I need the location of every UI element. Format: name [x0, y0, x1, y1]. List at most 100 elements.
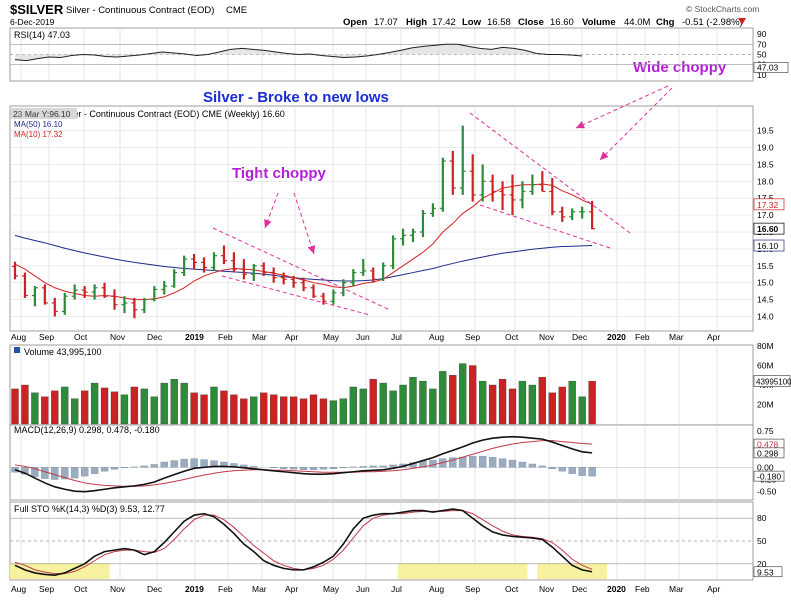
price-tick-label: 18.0 [757, 176, 774, 186]
volume-bar [390, 391, 397, 424]
sto-month-label: 2019 [185, 584, 204, 594]
sto-month-label: Aug [429, 584, 444, 594]
price-tick-label: 19.5 [757, 126, 774, 136]
ma10-label: MA(10) 17.32 [14, 130, 63, 139]
macd-histogram-bar [141, 466, 148, 467]
macd-histogram-bar [81, 467, 88, 476]
price-tick-label: 19.0 [757, 143, 774, 153]
macd-title: MACD(12,26,9) 0.298, 0.478, -0.180 [14, 425, 160, 435]
volume-bar [589, 381, 596, 424]
price-tick-label: 14.5 [757, 295, 774, 305]
price-month-label: Aug [429, 332, 444, 342]
macd-histogram-bar [479, 456, 486, 467]
macd-last-label: -0.180 [757, 472, 781, 482]
macd-histogram-bar [181, 459, 188, 467]
open-label: Open [343, 17, 367, 28]
macd-histogram-bar [509, 460, 516, 467]
price-month-label: 2020 [607, 332, 626, 342]
rsi-last-label: 47.03 [757, 63, 779, 73]
volume-label: Volume [582, 17, 616, 28]
price-month-label: Oct [74, 332, 88, 342]
volume-bar [250, 397, 257, 424]
volume-title: Volume 43,995,100 [24, 347, 102, 357]
macd-histogram-bar [579, 467, 586, 475]
macd-histogram-bar [101, 467, 108, 471]
macd-last-label: 0.298 [757, 448, 779, 458]
volume-bar [220, 391, 227, 424]
volume-bar [240, 399, 247, 424]
sto-highlight [398, 563, 527, 579]
close-value: 16.60 [550, 17, 574, 28]
volume-bar [71, 399, 78, 424]
macd-histogram-bar [429, 460, 436, 467]
volume-bar [310, 395, 317, 424]
volume-bar [181, 383, 188, 424]
macd-tick-label: 0.75 [757, 426, 774, 436]
sto-last-label: 9.53 [757, 567, 774, 577]
volume-bar [340, 399, 347, 424]
exchange: CME [226, 5, 247, 16]
volume-bar [489, 385, 496, 424]
sto-month-label: Feb [218, 584, 233, 594]
low-value: 16.58 [487, 17, 511, 28]
ohlc-readout: Open 17.07 High 17.42 Low 16.58 Close 16… [343, 17, 743, 28]
sto-month-label: Jun [356, 584, 370, 594]
sto-tick-label: 80 [757, 513, 767, 523]
volume-bar [51, 391, 58, 424]
sto-month-label: Oct [74, 584, 88, 594]
macd-histogram-bar [499, 459, 506, 468]
volume-bar [360, 389, 367, 424]
tight-annotation: Tight choppy [232, 165, 327, 182]
volume-bar [61, 387, 68, 424]
volume-bar [419, 381, 426, 424]
instrument-name: Silver - Continuous Contract (EOD) [66, 5, 214, 16]
volume-bar [579, 397, 586, 424]
macd-histogram-bar [569, 467, 576, 473]
macd-histogram-bar [519, 462, 526, 467]
rsi-tick-label: 90 [757, 29, 767, 39]
volume-bar [131, 387, 138, 424]
macd-histogram-bar [280, 467, 287, 468]
volume-bar [509, 389, 516, 424]
price-month-label: Aug [11, 332, 26, 342]
volume-bar [151, 397, 158, 424]
tooltip-text: 23 Mar Y:96.10 [13, 109, 71, 119]
volume-last-label: 43995100 [756, 378, 791, 387]
high-value: 17.42 [432, 17, 456, 28]
volume-bar [81, 391, 88, 424]
price-month-label: 2019 [185, 332, 204, 342]
sto-title: Full STO %K(14,3) %D(3) 9.53, 12.77 [14, 504, 165, 514]
volume-bar [91, 383, 98, 424]
volume-bar [121, 395, 128, 424]
volume-bar [280, 397, 287, 424]
price-month-label: Sep [465, 332, 480, 342]
volume-bar [549, 393, 556, 424]
symbol: $SILVER [10, 2, 64, 17]
volume-bar [141, 389, 148, 424]
wide-annotation: Wide choppy [633, 59, 727, 76]
sto-month-label: Sep [465, 584, 480, 594]
volume-bar [171, 379, 178, 424]
sto-month-label: Dec [147, 584, 163, 594]
sto-month-label: Jul [391, 584, 402, 594]
volume-bar [519, 381, 526, 424]
price-month-label: Feb [635, 332, 650, 342]
sto-month-label: Nov [110, 584, 126, 594]
macd-histogram-bar [161, 462, 168, 467]
price-month-label: Jun [356, 332, 370, 342]
volume-bar [300, 399, 307, 424]
low-label: Low [462, 17, 482, 28]
macd-panel [10, 425, 753, 500]
volume-bar [230, 395, 237, 424]
volume-bar [201, 395, 208, 424]
macd-histogram-bar [589, 467, 596, 476]
price-month-label: Sep [39, 332, 54, 342]
price-month-label: Nov [110, 332, 126, 342]
chart-date: 6-Dec-2019 [10, 17, 55, 27]
volume-bar [559, 387, 566, 424]
volume-bar [479, 381, 486, 424]
macd-histogram-bar [290, 467, 297, 469]
volume-bar [101, 388, 108, 424]
macd-histogram-bar [370, 466, 377, 467]
